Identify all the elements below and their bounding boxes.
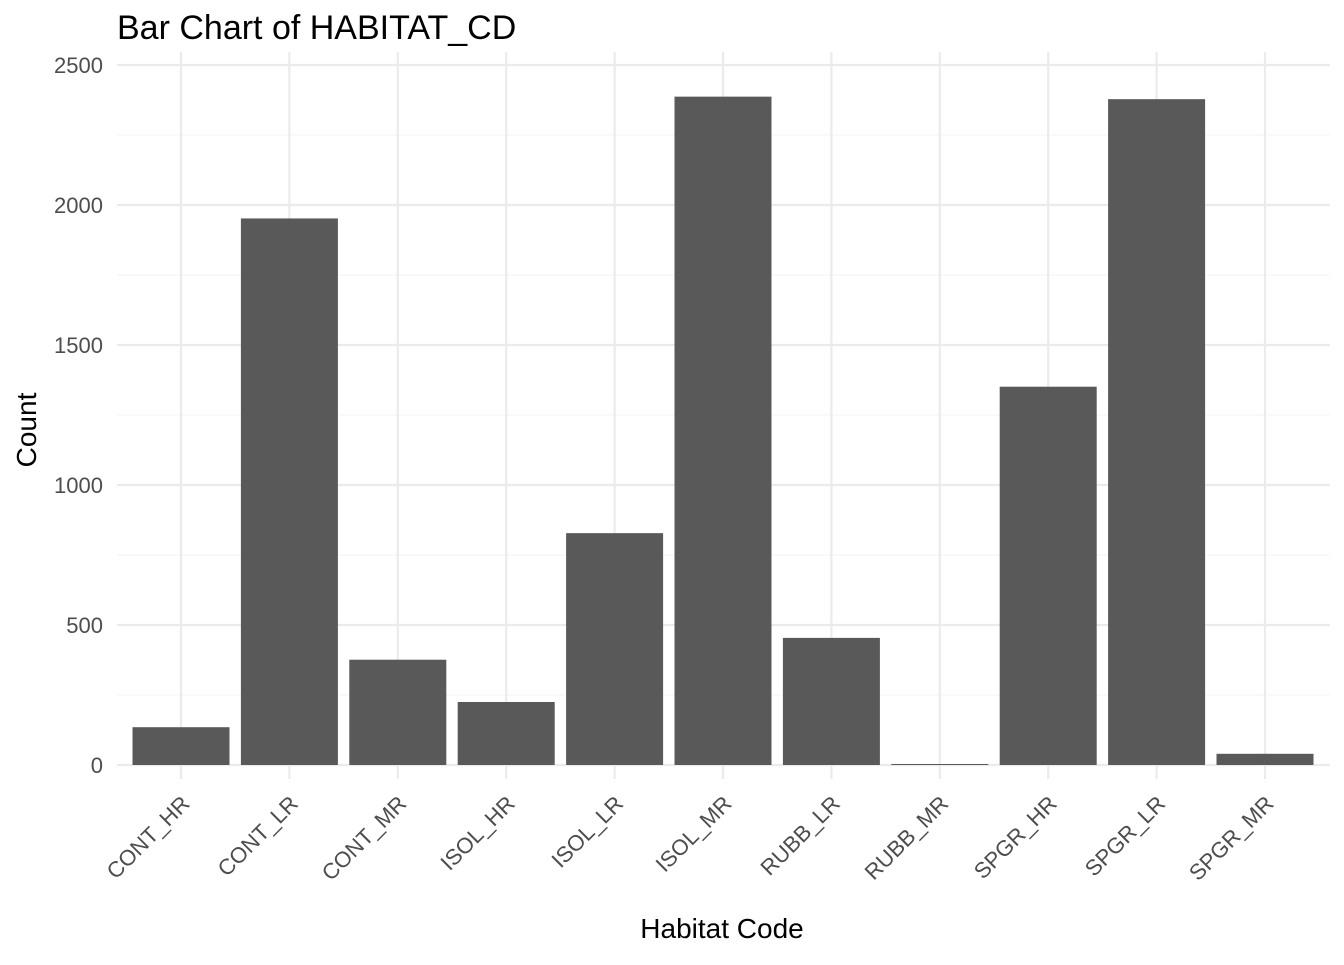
x-tick-label: CONT_MR xyxy=(317,791,412,886)
x-tick-label: SPGR_HR xyxy=(969,791,1062,884)
x-tick-label: RUBB_MR xyxy=(860,791,954,885)
x-tick-label: CONT_LR xyxy=(213,791,303,881)
bars xyxy=(132,96,1314,765)
bar-rubb-lr xyxy=(782,637,880,765)
y-axis-ticks: 0 500 1000 1500 2000 2500 xyxy=(54,53,103,778)
x-tick-label: ISOL_LR xyxy=(546,791,628,873)
x-tick-label: SPGR_LR xyxy=(1080,791,1170,881)
y-tick-label: 1500 xyxy=(54,333,103,358)
x-axis-ticks: CONT_HR CONT_LR CONT_MR ISOL_HR ISOL_LR ISOL_… xyxy=(102,791,1279,886)
y-tick-label: 1000 xyxy=(54,473,103,498)
y-axis-title: Count xyxy=(11,392,42,467)
x-tick-label: SPGR_MR xyxy=(1184,791,1279,886)
bar-isol-mr xyxy=(674,96,772,765)
x-tick-label: ISOL_MR xyxy=(651,791,737,877)
x-axis-title: Habitat Code xyxy=(640,913,803,944)
x-tick-label: RUBB_LR xyxy=(755,791,844,880)
bar-cont-hr xyxy=(132,727,230,765)
bar-spgr-hr xyxy=(999,386,1097,765)
x-tick-label: ISOL_HR xyxy=(435,791,519,875)
bar-isol-lr xyxy=(566,533,664,765)
bar-spgr-lr xyxy=(1108,99,1206,765)
bar-rubb-mr xyxy=(891,764,989,765)
y-tick-label: 500 xyxy=(66,613,103,638)
bar-cont-mr xyxy=(349,659,447,765)
y-tick-label: 2500 xyxy=(54,53,103,78)
x-tick-label: CONT_HR xyxy=(102,791,195,884)
y-tick-label: 2000 xyxy=(54,193,103,218)
bar-isol-hr xyxy=(457,702,555,765)
bar-cont-lr xyxy=(240,218,338,765)
chart-title: Bar Chart of HABITAT_CD xyxy=(117,9,516,47)
y-tick-label: 0 xyxy=(91,753,103,778)
bar-spgr-mr xyxy=(1216,753,1314,765)
